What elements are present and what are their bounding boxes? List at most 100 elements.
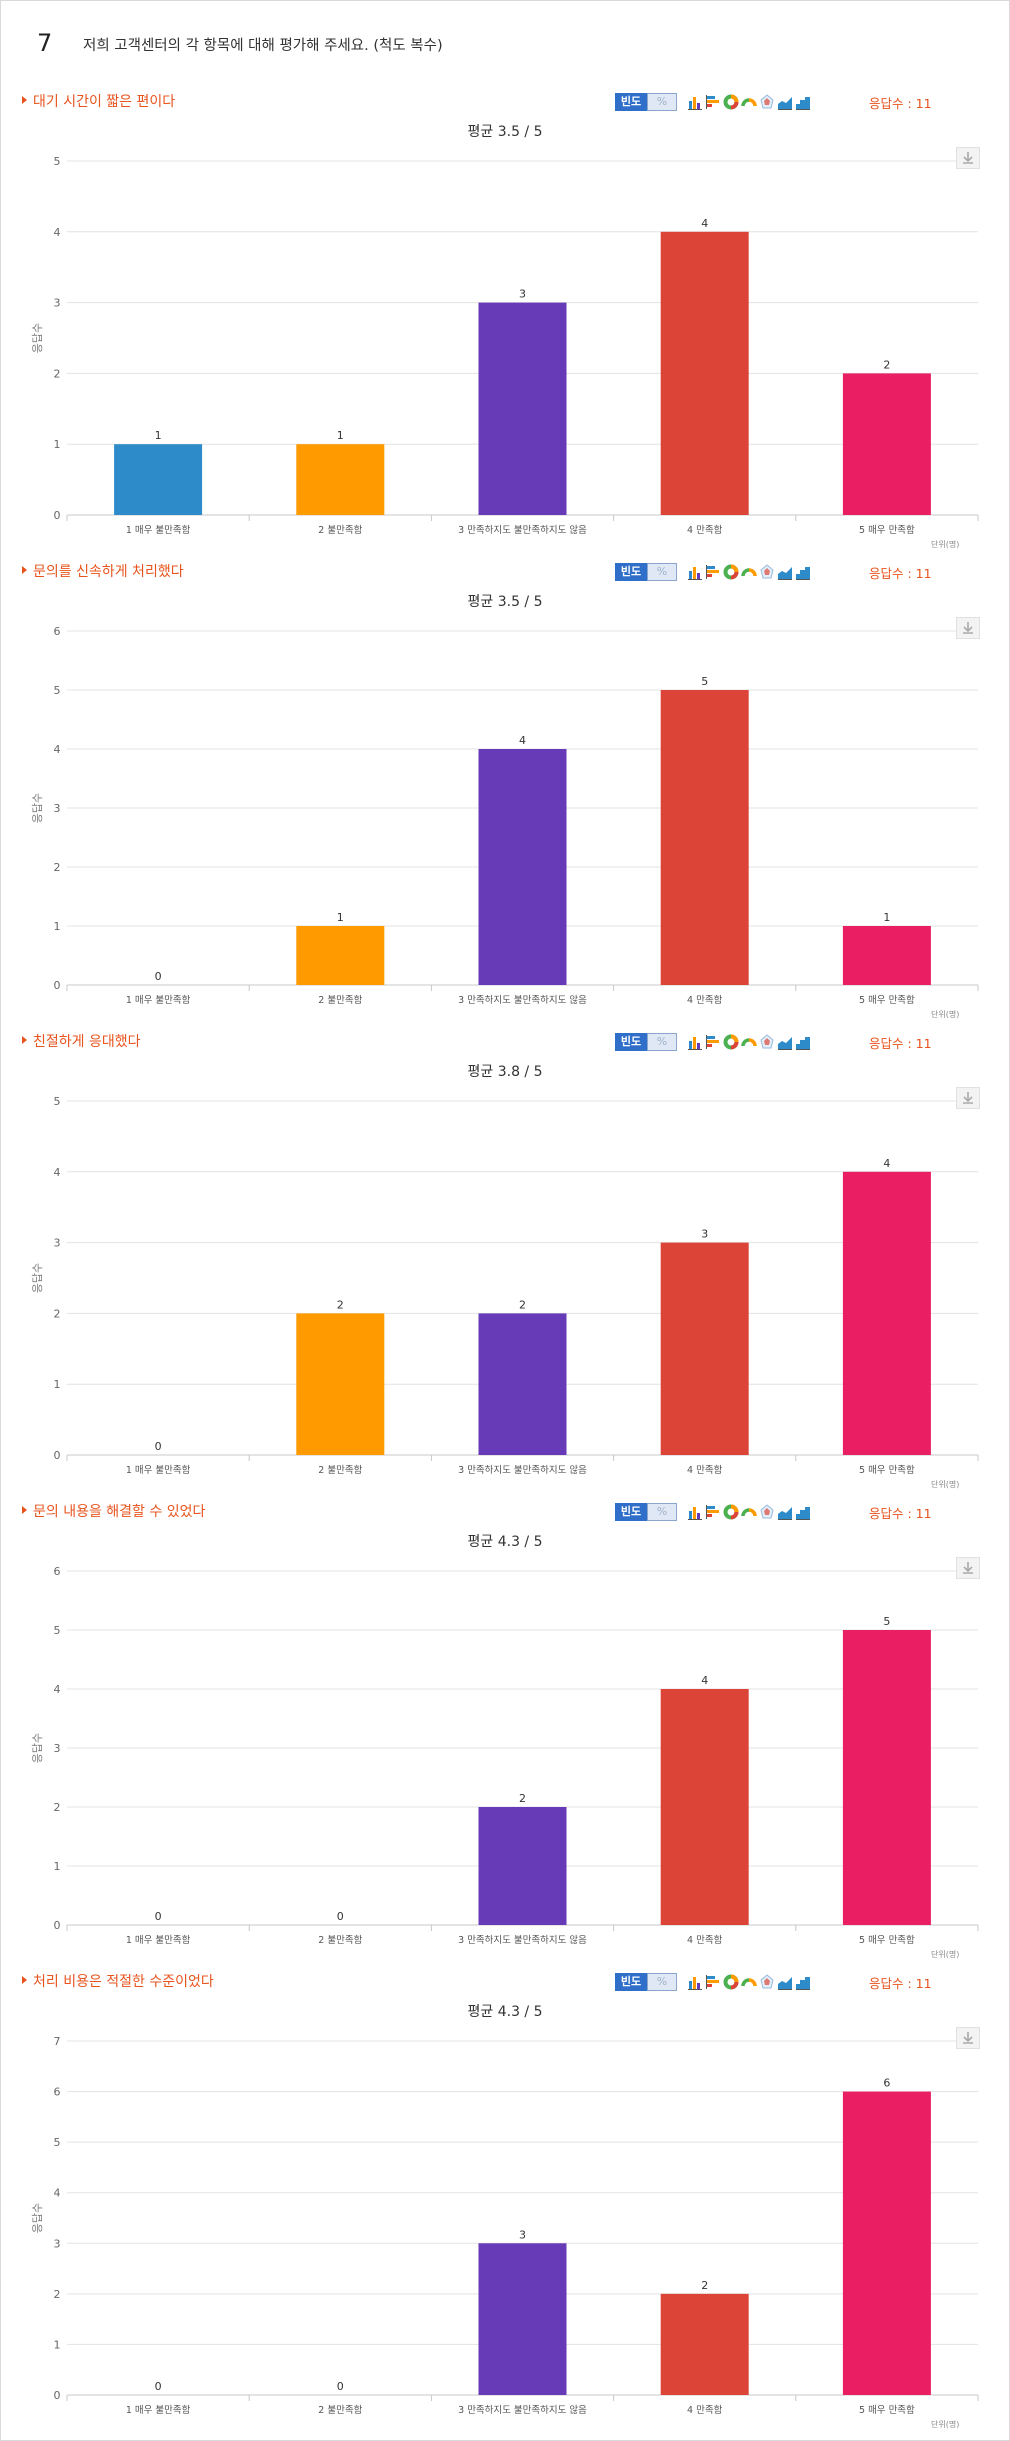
- bar: [478, 302, 567, 515]
- download-button[interactable]: [956, 2027, 980, 2049]
- donut-chart-icon[interactable]: [723, 94, 739, 110]
- x-category-label: 3 만족하지도 불만족하지도 않음: [458, 1464, 587, 1476]
- y-axis-label: 응답수: [31, 323, 44, 353]
- semi-donut-icon[interactable]: [741, 1034, 757, 1050]
- bar-value-label: 5: [701, 675, 708, 688]
- y-tick-label: 0: [54, 2389, 61, 2402]
- section-title: 친절하게 응대했다: [33, 1034, 141, 1050]
- bar-value-label: 2: [337, 1298, 344, 1311]
- step-chart-icon[interactable]: [795, 1504, 811, 1520]
- bar-value-label: 3: [701, 1228, 708, 1241]
- step-chart-icon[interactable]: [795, 94, 811, 110]
- question-number: 7: [37, 29, 53, 57]
- semi-donut-icon[interactable]: [741, 564, 757, 580]
- y-tick-label: 6: [54, 2086, 61, 2099]
- y-tick-label: 5: [54, 684, 61, 697]
- bar-value-label: 4: [883, 1157, 890, 1170]
- frequency-toggle[interactable]: 빈도: [615, 563, 647, 581]
- y-axis-label: 응답수: [31, 2203, 44, 2233]
- percent-toggle[interactable]: %: [647, 1973, 677, 1991]
- bar: [660, 2293, 749, 2395]
- bar: [842, 373, 931, 515]
- y-tick-label: 3: [54, 297, 61, 310]
- frequency-toggle[interactable]: 빈도: [615, 93, 647, 111]
- y-axis-label: 응답수: [31, 1263, 44, 1293]
- donut-chart-icon[interactable]: [723, 1504, 739, 1520]
- y-tick-label: 3: [54, 1237, 61, 1250]
- y-tick-label: 5: [54, 1624, 61, 1637]
- y-tick-label: 3: [54, 2237, 61, 2250]
- unit-label: 단위(명): [931, 2420, 960, 2429]
- area-chart-icon[interactable]: [777, 1034, 793, 1050]
- percent-toggle[interactable]: %: [647, 563, 677, 581]
- bar: [660, 231, 749, 516]
- x-category-label: 5 매우 만족함: [859, 2405, 915, 2416]
- y-tick-label: 2: [54, 2288, 61, 2301]
- bar-chart-icon[interactable]: [687, 564, 703, 580]
- area-chart-icon[interactable]: [777, 1974, 793, 1990]
- semi-donut-icon[interactable]: [741, 1504, 757, 1520]
- semi-donut-icon[interactable]: [741, 1974, 757, 1990]
- donut-chart-icon[interactable]: [723, 1034, 739, 1050]
- donut-chart-icon[interactable]: [723, 1974, 739, 1990]
- frequency-toggle[interactable]: 빈도: [615, 1503, 647, 1521]
- download-button[interactable]: [956, 1087, 980, 1109]
- response-count: 응답수 : 11: [869, 1506, 932, 1521]
- bar-chart: 0 1 2 3 4 5 응답수 1 1 매우 불만족함 1 2 불만족함 3 3 만족하지도 불만족하지…: [31, 155, 979, 536]
- step-chart-icon[interactable]: [795, 1974, 811, 1990]
- x-category-label: 3 만족하지도 불만족하지도 않음: [458, 994, 587, 1006]
- bar-chart: 0 1 2 3 4 5 6 응답수 0 1 매우 불만족함 1 2 불만족함 4 3 만족하지도 불만족하…: [31, 625, 979, 1006]
- section-title: 문의 내용을 해결할 수 있었다: [33, 1504, 206, 1520]
- percent-toggle[interactable]: %: [647, 1503, 677, 1521]
- horizontal-bar-icon[interactable]: [705, 1034, 721, 1050]
- average-score: 평균 3.8 / 5: [467, 1064, 543, 1080]
- donut-chart-icon[interactable]: [723, 564, 739, 580]
- average-score: 평균 3.5 / 5: [467, 594, 543, 610]
- section-marker-icon: [22, 566, 27, 574]
- download-icon: [957, 1562, 979, 1582]
- bar: [842, 1630, 931, 1925]
- area-chart-icon[interactable]: [777, 1504, 793, 1520]
- step-chart-icon[interactable]: [795, 1034, 811, 1050]
- area-chart-icon[interactable]: [777, 564, 793, 580]
- y-tick-label: 4: [54, 226, 61, 239]
- download-button[interactable]: [956, 617, 980, 639]
- percent-toggle[interactable]: %: [647, 93, 677, 111]
- y-tick-label: 1: [54, 1860, 61, 1873]
- x-category-label: 4 만족함: [687, 1465, 723, 1476]
- y-tick-label: 0: [54, 1919, 61, 1932]
- y-tick-label: 0: [54, 979, 61, 992]
- bar-value-label: 1: [155, 429, 162, 442]
- y-axis-label: 응답수: [31, 1733, 44, 1763]
- download-button[interactable]: [956, 147, 980, 169]
- average-score: 평균 3.5 / 5: [467, 124, 543, 140]
- bar-chart-icon[interactable]: [687, 1504, 703, 1520]
- horizontal-bar-icon[interactable]: [705, 1504, 721, 1520]
- bar-value-label: 2: [883, 358, 890, 371]
- chart-section: 문의 내용을 해결할 수 있었다 빈도% 응답수 : 11 평균 4.3 / 5 0 1 2…: [1, 1497, 1009, 1967]
- step-chart-icon[interactable]: [795, 564, 811, 580]
- bar-chart-icon[interactable]: [687, 1974, 703, 1990]
- area-chart-icon[interactable]: [777, 94, 793, 110]
- radar-chart-icon[interactable]: [759, 1974, 775, 1990]
- horizontal-bar-icon[interactable]: [705, 1974, 721, 1990]
- chart-section: 대기 시간이 짧은 편이다 빈도% 응답수 : 11 평균 3.5 / 5 0 1 2 3 4 5…: [1, 87, 1009, 557]
- download-icon: [957, 622, 979, 642]
- horizontal-bar-icon[interactable]: [705, 564, 721, 580]
- percent-toggle[interactable]: %: [647, 1033, 677, 1051]
- download-icon: [957, 1092, 979, 1112]
- radar-chart-icon[interactable]: [759, 1504, 775, 1520]
- radar-chart-icon[interactable]: [759, 564, 775, 580]
- horizontal-bar-icon[interactable]: [705, 94, 721, 110]
- radar-chart-icon[interactable]: [759, 94, 775, 110]
- frequency-toggle[interactable]: 빈도: [615, 1033, 647, 1051]
- frequency-toggle[interactable]: 빈도: [615, 1973, 647, 1991]
- x-category-label: 4 만족함: [687, 995, 723, 1006]
- bar-chart-icon[interactable]: [687, 94, 703, 110]
- y-tick-label: 1: [54, 2338, 61, 2351]
- bar: [842, 1171, 931, 1455]
- download-button[interactable]: [956, 1557, 980, 1579]
- radar-chart-icon[interactable]: [759, 1034, 775, 1050]
- bar-chart-icon[interactable]: [687, 1034, 703, 1050]
- semi-donut-icon[interactable]: [741, 94, 757, 110]
